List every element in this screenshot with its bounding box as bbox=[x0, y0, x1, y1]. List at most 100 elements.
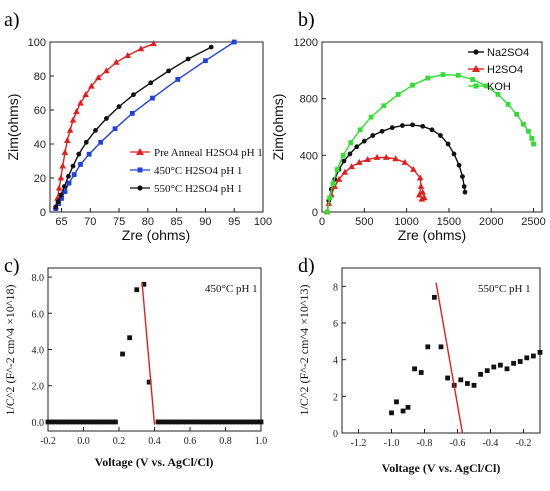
chart-b-series-0-line bbox=[326, 124, 466, 213]
chart-b-series-2-point bbox=[495, 92, 501, 97]
chart-b-series-1-point bbox=[355, 158, 363, 165]
chart-b-series-2-point bbox=[334, 167, 340, 172]
chart-a-frame bbox=[49, 41, 264, 213]
chart-b-frame bbox=[321, 41, 543, 213]
chart-b-series-0-point bbox=[347, 151, 353, 157]
chart-b-series-2-line bbox=[326, 73, 535, 213]
chart-c-series-0-point bbox=[201, 419, 207, 425]
chart-c-series-0-point bbox=[194, 419, 200, 425]
chart-c-xtick-label: 0.8 bbox=[219, 436, 232, 447]
chart-b-xtick-label: 2000 bbox=[479, 216, 503, 228]
chart-b-series-2-point bbox=[514, 111, 520, 117]
panel-label-b: b) bbox=[298, 9, 315, 31]
chart-a-series-2-point bbox=[58, 192, 64, 198]
chart-c-series-0-point bbox=[66, 419, 72, 425]
chart-b-series-2-point bbox=[324, 209, 330, 215]
chart-d-series-0-point bbox=[498, 362, 503, 368]
chart-d-series-0-point bbox=[438, 344, 444, 350]
chart-c-series-0-point bbox=[223, 419, 228, 425]
chart-c-series-0-point bbox=[45, 419, 51, 425]
chart-a-series-0-point bbox=[57, 174, 65, 181]
chart-a-series-1-point bbox=[112, 126, 118, 132]
chart-d-xlabel: Voltage (V vs. AgCl/Cl) bbox=[382, 461, 501, 475]
chart-c-series-0-point bbox=[109, 419, 115, 425]
chart-a-series-0-point bbox=[150, 40, 157, 47]
chart-c-series-0-point bbox=[198, 419, 204, 425]
chart-a-xtick-label: 65 bbox=[55, 216, 67, 228]
panel-label-d: d) bbox=[298, 255, 315, 277]
chart-b-legend: Na2SO4 H2SO4 KOH bbox=[468, 47, 529, 93]
chart-d-xtick-label: -0.6 bbox=[450, 438, 466, 449]
chart-b-legend-0: Na2SO4 bbox=[487, 47, 529, 59]
chart-c-series-0-point bbox=[155, 419, 161, 425]
chart-a-ylabel: Zim(ohms) bbox=[5, 94, 21, 161]
chart-a-series-2-point bbox=[70, 163, 76, 169]
chart-c-xlabel: Voltage (V vs. AgCl/Cl) bbox=[95, 455, 214, 469]
chart-b-series-0-point bbox=[420, 123, 426, 129]
chart-b-series-0-point bbox=[379, 128, 385, 134]
chart-c-series-0-point bbox=[146, 379, 152, 385]
chart-c-series-0-point bbox=[219, 419, 225, 425]
chart-c-series-0-point bbox=[52, 419, 58, 425]
chart-a-series-0-point bbox=[63, 137, 71, 143]
chart-c-series-0-point bbox=[56, 419, 62, 425]
chart-b-series-1-point bbox=[419, 188, 426, 195]
chart-b-series-0-point bbox=[438, 133, 443, 138]
chart-a-xtick-label: 80 bbox=[142, 216, 154, 228]
chart-a-series-2-point bbox=[166, 68, 171, 74]
chart-c-series-0-point bbox=[247, 419, 253, 425]
chart-b-series-2-point bbox=[455, 72, 461, 78]
chart-b-series-2-point bbox=[357, 127, 363, 133]
chart-a-series-2-point bbox=[66, 173, 71, 179]
chart-a-series-2-point bbox=[76, 151, 82, 157]
chart-d-xtick-label: -0.8 bbox=[417, 438, 433, 449]
chart-b-xtick-label: 1000 bbox=[394, 216, 418, 228]
chart-a-series-2-point bbox=[83, 139, 89, 145]
chart-b-series-0-point bbox=[445, 141, 451, 147]
chart-c-ylabel: 1/C^2 (F^-2 cm^4 ×10^18) bbox=[3, 285, 17, 416]
chart-b-series-1-point bbox=[383, 153, 390, 160]
chart-c-series-0-point bbox=[240, 419, 246, 425]
chart-a-xtick-label: 75 bbox=[113, 216, 125, 228]
chart-d-xtick-label: -1.0 bbox=[384, 438, 400, 449]
chart-c-series-0-point bbox=[258, 419, 264, 425]
chart-c-series-0-point bbox=[176, 419, 182, 425]
chart-c-series-0-point bbox=[91, 419, 97, 425]
chart-b-xtick-label: 1500 bbox=[437, 216, 461, 228]
chart-c-ytick-label: 8.0 bbox=[32, 273, 45, 284]
chart-b-ytick-label: 400 bbox=[300, 150, 318, 162]
chart-c-series-0-point bbox=[49, 419, 54, 425]
chart-a-xtick-label: 95 bbox=[228, 216, 240, 228]
chart-c-series-0-point bbox=[169, 419, 175, 425]
chart-d-series-0-point bbox=[400, 408, 406, 414]
chart-d-ylabel: 1/C^2 (F^-2 cm^4 ×10^13) bbox=[297, 285, 311, 416]
chart-a-series-2-point bbox=[53, 204, 59, 210]
chart-a-legend: Pre Anneal H2SO4 pH 1 450°C H2SO4 pH 1 5… bbox=[130, 147, 263, 195]
chart-a-series-1-point bbox=[175, 77, 181, 82]
chart-d-xtick-label: -1.2 bbox=[351, 438, 367, 449]
chart-d-ytick-label: 6 bbox=[333, 319, 338, 330]
chart-a-series-2-point bbox=[93, 127, 98, 133]
chart-c-series-0-point bbox=[63, 419, 69, 425]
chart-a-series-0-point bbox=[55, 184, 63, 191]
chart-d-ytick-label: 8 bbox=[333, 282, 338, 293]
chart-a-ytick-label: 40 bbox=[34, 139, 46, 151]
chart-b-series-2-point bbox=[368, 114, 374, 120]
legend-circle-marker bbox=[137, 185, 143, 191]
chart-c-series-0-point bbox=[74, 419, 79, 425]
chart-a-series-2-line bbox=[55, 46, 212, 208]
chart-c-annotation: 450°C pH 1 bbox=[205, 283, 258, 295]
chart-d-series-0-point bbox=[471, 382, 477, 388]
chart-a-series-0-point bbox=[66, 126, 74, 133]
chart-a-series-2-point bbox=[61, 184, 67, 189]
chart-a-legend-0: Pre Anneal H2SO4 pH 1 bbox=[154, 147, 263, 159]
chart-d-xtick-label: -0.2 bbox=[516, 438, 532, 449]
chart-a-series-1-point bbox=[59, 196, 64, 201]
chart-b-ytick-label: 800 bbox=[300, 94, 318, 106]
chart-c-series-0-point bbox=[191, 419, 196, 425]
chart-c-xtick-label: 0.2 bbox=[113, 436, 126, 447]
chart-b-series-2-point bbox=[330, 181, 336, 187]
chart-a-series-2-point bbox=[104, 116, 109, 121]
chart-a: Zre (ohms) Zim(ohms) 65 70 75 80 85 90 95 100 0… bbox=[5, 37, 272, 243]
